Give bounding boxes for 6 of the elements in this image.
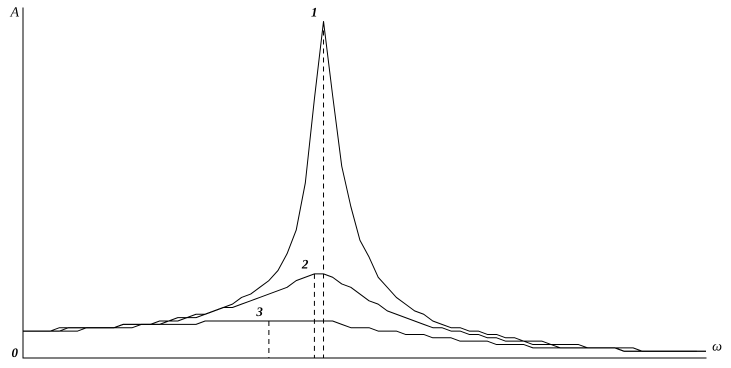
text: 0 bbox=[12, 344, 18, 360]
series-label: 3 bbox=[255, 304, 264, 319]
y-axis-title: A bbox=[9, 6, 20, 21]
series-label: 2 bbox=[300, 256, 309, 272]
x-axis-title: ω bbox=[712, 340, 722, 355]
series-label: 1 bbox=[311, 4, 318, 20]
